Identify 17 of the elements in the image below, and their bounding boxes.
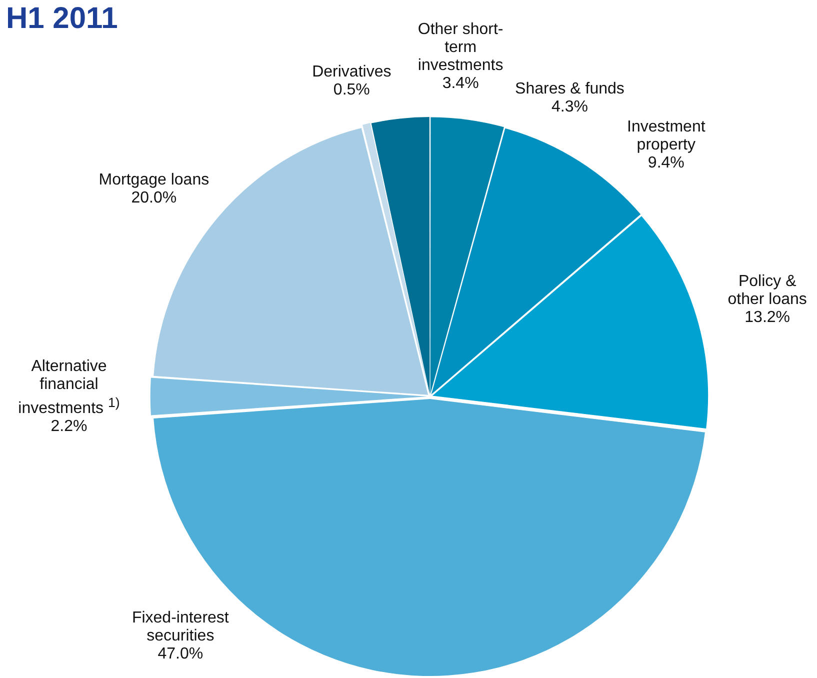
slice-label: Investment property — [626, 118, 706, 154]
data-label: 47.0% — [156, 645, 204, 664]
data-label: 3.4% — [441, 74, 480, 93]
chart-title: H1 2011 — [6, 2, 118, 36]
slice-label: Mortgage loans — [98, 171, 210, 190]
data-label: 4.3% — [550, 98, 589, 117]
slice-label: Fixed-interest securities — [130, 609, 230, 646]
data-label: 13.2% — [744, 308, 792, 327]
data-label: 9.4% — [646, 154, 686, 172]
data-label: 0.5% — [332, 82, 371, 100]
slice-label: Shares & funds — [515, 80, 624, 99]
slice-label: Alternative financial investments $^{1)}$ — [17, 357, 121, 418]
data-label: 2.2% — [50, 418, 88, 436]
slice-label: Policy & other loans — [726, 272, 808, 309]
slice-label: Other short-term investments — [416, 20, 504, 75]
data-label: 20.0% — [130, 189, 178, 208]
slice-label: Derivatives — [312, 64, 392, 82]
